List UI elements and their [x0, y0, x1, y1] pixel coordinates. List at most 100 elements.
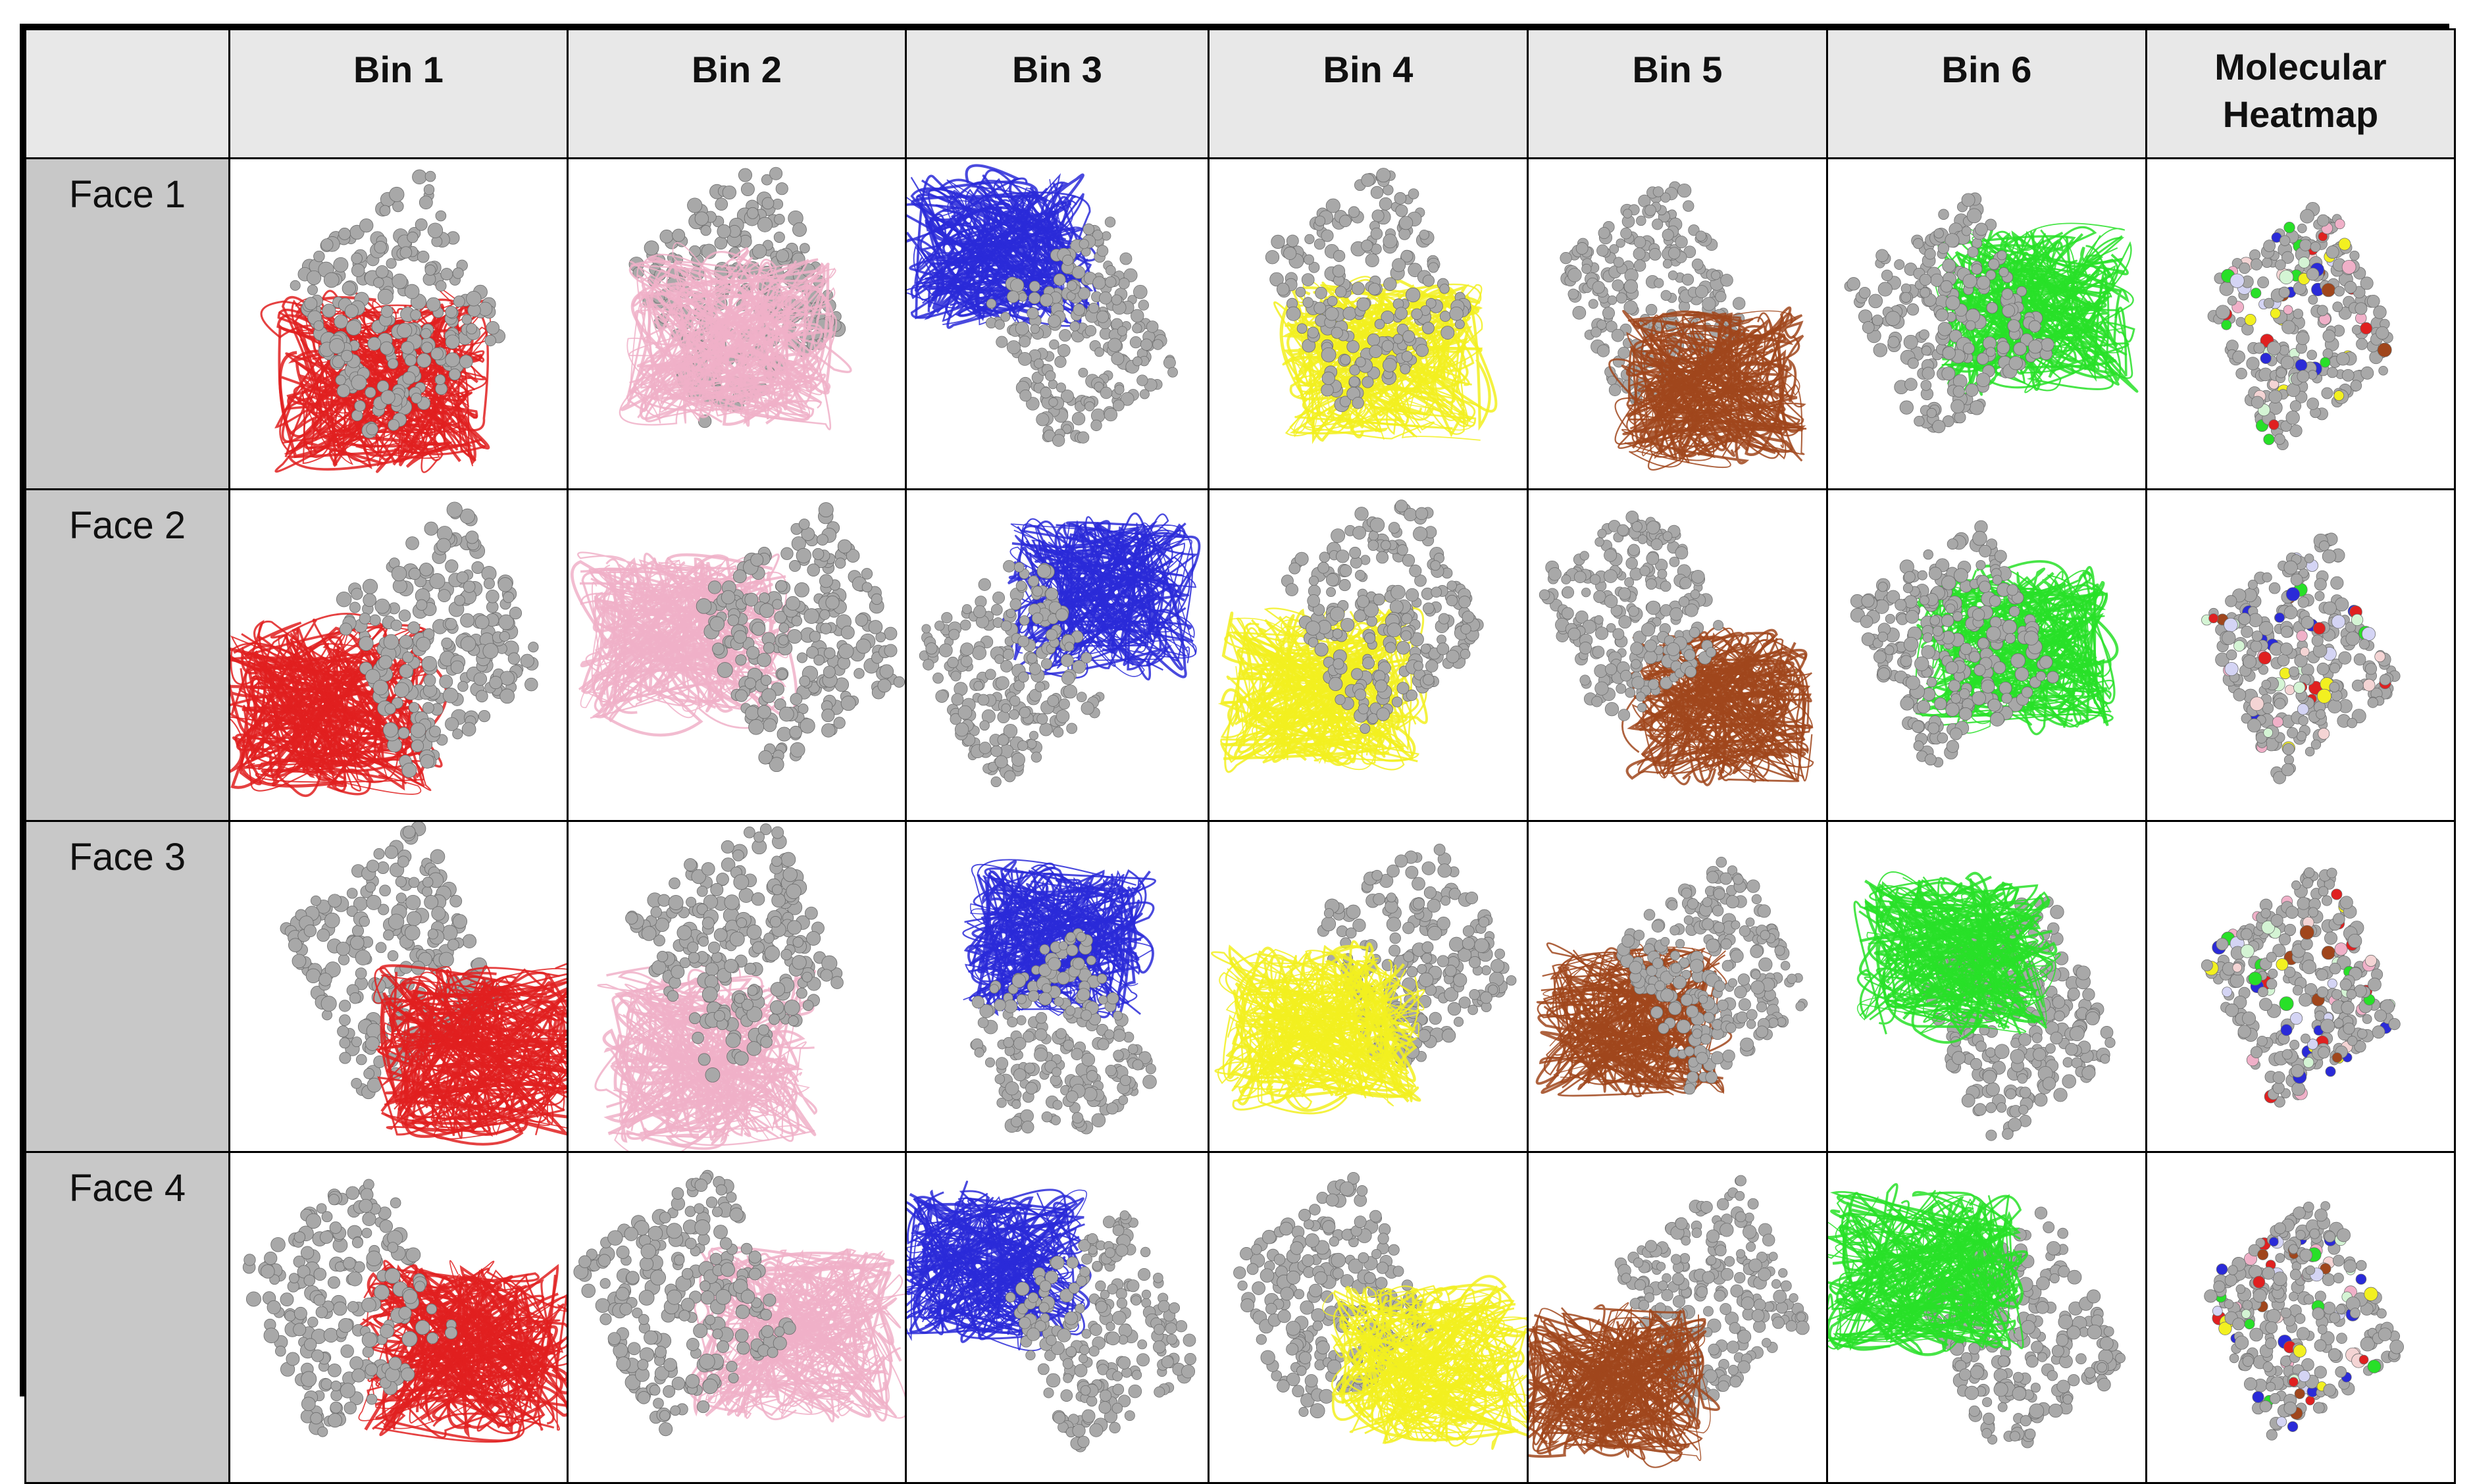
heatmap-cell [2145, 488, 2456, 822]
bin-cell [228, 157, 569, 491]
col-header-bin-5: Bin 5 [1527, 28, 1828, 159]
protein-surface [1539, 511, 1724, 722]
protein-complex-render [260, 169, 506, 473]
bin-cell [1527, 1151, 1828, 1484]
ribbon-ensemble [1608, 306, 1807, 471]
face-row: Face 1 [24, 157, 2456, 491]
protein-surface [1005, 1210, 1196, 1452]
protein-surface [2201, 532, 2401, 784]
protein-complex-render [280, 823, 566, 1146]
protein-surface [919, 560, 1105, 788]
results-grid: Bin 1 Bin 2 Bin 3 Bin 4 Bin 5 Bin 6 Mole… [20, 24, 2456, 1484]
protein-complex-render [919, 513, 1201, 788]
bin-cell [567, 1151, 907, 1484]
ribbon-ensemble [1211, 940, 1425, 1115]
protein-complex-render [1265, 168, 1498, 444]
protein-complex-render [619, 166, 852, 430]
protein-complex-render [594, 823, 844, 1150]
protein-complex-render [1529, 1175, 1810, 1468]
bin-cell [1527, 819, 1828, 1154]
bin-cell [1208, 157, 1529, 491]
protein-surface [985, 217, 1178, 447]
protein-complex-render [1211, 843, 1517, 1115]
protein-surface [2207, 202, 2393, 451]
protein-surface [573, 1169, 796, 1437]
bin-cell [905, 157, 1210, 491]
bin-cell [1826, 157, 2147, 491]
ribbon-ensemble [373, 963, 566, 1146]
bin-cell [905, 488, 1210, 822]
protein-complex-render [907, 164, 1178, 447]
protein-complex-render [1535, 856, 1808, 1098]
protein-surface [2201, 867, 2401, 1108]
protein-surface [970, 928, 1157, 1135]
heatmap-cell [2145, 157, 2456, 491]
heatmap-cell [2145, 1151, 2456, 1484]
col-header-bin-4: Bin 4 [1208, 28, 1529, 159]
row-header-face-4: Face 4 [24, 1151, 230, 1484]
row-header-face-3: Face 3 [24, 819, 230, 1154]
protein-complex-render [1850, 520, 2119, 768]
protein-complex-render [1560, 181, 1807, 471]
protein-complex-render [907, 1181, 1196, 1452]
col-header-bin-3: Bin 3 [905, 28, 1210, 159]
col-header-molecular-heatmap: Molecular Heatmap [2145, 28, 2456, 159]
protein-surface [1844, 192, 2054, 434]
molecular-heatmap-render [2207, 202, 2393, 451]
protein-surface [1265, 168, 1471, 413]
protein-complex-render [1853, 871, 2116, 1141]
protein-surface [625, 823, 844, 1083]
molecular-heatmap-render [2201, 867, 2401, 1108]
ribbon-ensemble [1829, 1183, 2028, 1356]
ribbon-ensemble [1529, 1302, 1720, 1468]
protein-surface [1614, 1175, 1810, 1419]
molecular-heatmap-render [2201, 532, 2401, 784]
col-header-bin-6: Bin 6 [1826, 28, 2147, 159]
bin-cell [905, 1151, 1210, 1484]
ribbon-ensemble [907, 164, 1100, 329]
protein-complex-render [231, 501, 539, 798]
col-header-bin-2: Bin 2 [567, 28, 907, 159]
protein-complex-render [573, 1169, 904, 1437]
protein-surface [696, 502, 904, 773]
col-header-bin-1: Bin 1 [228, 28, 569, 159]
header-row: Bin 1 Bin 2 Bin 3 Bin 4 Bin 5 Bin 6 Mole… [24, 28, 2456, 159]
ribbon-ensemble [1621, 626, 1814, 786]
protein-surface [1281, 499, 1484, 734]
molecular-heatmap-render [2204, 1201, 2404, 1441]
protein-complex-render [242, 1179, 566, 1443]
protein-complex-render [1829, 1183, 2126, 1448]
protein-surface [336, 501, 539, 779]
face-row: Face 2 [24, 488, 2456, 822]
protein-surface [1616, 856, 1808, 1094]
bin-cell [1208, 819, 1529, 1154]
bin-cell [1527, 488, 1828, 822]
protein-complex-render [1233, 1171, 1526, 1450]
protein-surface [290, 169, 506, 439]
row-header-face-2: Face 2 [24, 488, 230, 822]
bin-cell [1826, 819, 2147, 1154]
protein-complex-render [1539, 511, 1814, 786]
bin-cell [1208, 1151, 1529, 1484]
protein-surface [1850, 520, 2059, 768]
ribbon-ensemble [1853, 871, 2062, 1044]
protein-surface [2204, 1201, 2404, 1441]
bin-cell [567, 488, 907, 822]
bin-cell [905, 819, 1210, 1154]
bin-cell [567, 157, 907, 491]
row-header-face-1: Face 1 [24, 157, 230, 491]
bin-cell [567, 819, 907, 1154]
bin-cell [228, 1151, 569, 1484]
corner-cell [24, 28, 230, 159]
bin-cell [1826, 1151, 2147, 1484]
protein-complex-render [1844, 192, 2139, 434]
ribbon-ensemble [1322, 1275, 1526, 1450]
protein-complex-render [1217, 499, 1484, 773]
face-row: Face 4 [24, 1151, 2456, 1484]
protein-complex-render [571, 502, 904, 773]
face-row: Face 3 [24, 819, 2456, 1154]
ribbon-ensemble [594, 963, 818, 1150]
ribbon-ensemble [619, 242, 852, 430]
bin-cell [228, 488, 569, 822]
bin-cell [1826, 488, 2147, 822]
